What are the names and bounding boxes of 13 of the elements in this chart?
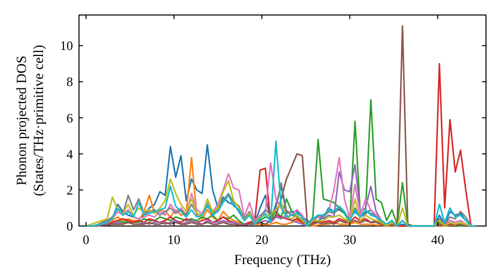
y-tick-label: 6 (66, 110, 74, 126)
y-tick-label: 8 (66, 74, 73, 90)
y-axis-title: Phonon projected DOS (States/THz·primitive cell) (15, 44, 47, 196)
x-tick-label: 20 (255, 232, 268, 247)
x-tick-label: 30 (343, 232, 356, 247)
y-tick-label: 2 (66, 182, 73, 198)
x-tick-label: 10 (167, 232, 180, 247)
y-tick-label: 0 (66, 218, 73, 234)
x-tick-label: 40 (431, 232, 444, 247)
x-axis-title: Frequency (THz) (234, 253, 332, 268)
y-tick-label: 10 (60, 38, 73, 54)
y-tick-label: 4 (66, 146, 74, 162)
x-tick-label: 0 (82, 232, 90, 247)
